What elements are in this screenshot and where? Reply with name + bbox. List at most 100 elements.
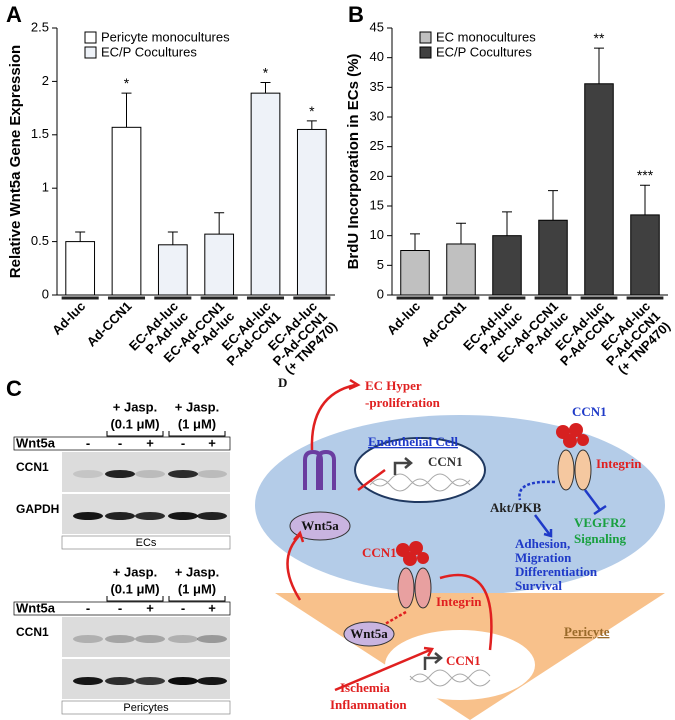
error-bar: [260, 81, 271, 94]
error-bar: [167, 231, 178, 245]
vegfr2-label: VEGFR2: [574, 515, 626, 530]
group-bracket: [106, 431, 164, 437]
treatment-group: (1 μM): [178, 416, 216, 431]
bar: [250, 92, 281, 296]
error-bar: [456, 222, 466, 244]
wnt5a-oval: [289, 511, 351, 541]
y-tick-label: 10: [370, 227, 384, 242]
band: [73, 470, 103, 478]
stimulus: Inflammation: [330, 697, 407, 712]
legend-swatch: [84, 31, 97, 44]
panel-label: B: [348, 2, 364, 27]
arrows-blue: [518, 480, 607, 538]
outcome: Survival: [515, 578, 562, 593]
frizzled-receptor: [303, 449, 336, 490]
band: [168, 470, 198, 478]
integrin: [574, 449, 592, 491]
band: [105, 470, 135, 478]
legend-swatch: [419, 31, 432, 44]
ec-hyper: EC Hyper: [365, 378, 422, 393]
group-bracket: [106, 596, 164, 602]
bar: [400, 250, 430, 296]
error-bar: [75, 231, 86, 242]
significance: **: [594, 30, 605, 46]
ccn1-label: CCN1: [572, 404, 607, 419]
integrin: [397, 567, 415, 609]
pericyte-label: Pericyte: [564, 624, 610, 639]
significance: *: [124, 75, 130, 91]
treatment-box: [13, 601, 231, 616]
promoter-arrow: [393, 457, 413, 475]
band: [135, 512, 165, 520]
treatment-label: Wnt5a: [16, 435, 56, 450]
arrows-red: [286, 378, 493, 692]
ccn1-label: CCN1: [362, 545, 397, 560]
y-tick-label: 1: [42, 180, 49, 195]
bar-chart: B BrdU Incorporation in ECs (%) 0 5 10 15 20 25…: [345, 2, 673, 377]
row-label: CCN1: [16, 460, 49, 474]
y-tick-label: 0.5: [31, 233, 49, 248]
integrin: [557, 449, 575, 491]
y-tick-label: 40: [370, 49, 384, 64]
dna: [409, 669, 491, 687]
legend-label: EC/P Cocultures: [436, 44, 532, 59]
outcome: Migration: [515, 550, 572, 565]
y-tick-label: 1.5: [31, 126, 49, 141]
blot: [62, 452, 230, 492]
significance: *: [263, 64, 269, 80]
panel-d: D EC Hyper -proliferation CCN1 Endotheli…: [255, 375, 665, 720]
treatment-group: (0.1 μM): [110, 581, 159, 596]
bar-chart: A Relative Wnt5a Gene Expression 0 0.5 1 1.5 2…: [6, 2, 340, 377]
panel-label: A: [6, 2, 22, 27]
error-bar: [214, 212, 225, 235]
bar: [538, 219, 568, 296]
y-axis-label: Relative Wnt5a Gene Expression: [7, 45, 24, 278]
y-tick-label: 2.5: [31, 19, 49, 34]
band: [168, 635, 198, 643]
band: [168, 677, 198, 685]
ec-hyper: -proliferation: [365, 395, 441, 410]
caption-box: [61, 535, 231, 550]
blot: [62, 617, 230, 657]
band: [168, 512, 198, 520]
band: [197, 677, 227, 685]
ccn1-gene: CCN1: [428, 454, 463, 469]
bar: [157, 244, 188, 296]
wnt5a-label: Wnt5a: [301, 518, 339, 533]
integrin-label: Integrin: [436, 594, 482, 609]
band: [197, 635, 227, 643]
band: [197, 470, 227, 478]
group-bracket: [168, 431, 226, 437]
bar: [111, 126, 142, 296]
lane-sign: -: [86, 600, 90, 615]
legend-label: EC/P Cocultures: [101, 44, 197, 59]
lane-sign: -: [118, 435, 122, 450]
error-bar: [640, 184, 650, 215]
treatment-group: + Jasp.: [113, 399, 157, 414]
panel-c: C + Jasp. (0.1 μM) + Jasp. (1 μM) Wnt5a - - + - + C…: [6, 376, 231, 715]
y-tick-label: 30: [370, 108, 384, 123]
ec-nucleus: [354, 437, 486, 503]
pericyte-nucleus: [385, 630, 535, 700]
band: [105, 677, 135, 685]
error-bar: [548, 190, 558, 221]
wnt5a-label: Wnt5a: [350, 626, 388, 641]
endothelial-cell-shape: [255, 415, 665, 595]
y-tick-label: 0: [377, 286, 384, 301]
panel-label: C: [6, 376, 22, 401]
dna: [369, 473, 471, 492]
significance: ***: [637, 167, 654, 183]
y-axis-label: BrdU Incorporation in ECs (%): [345, 54, 362, 270]
bar: [65, 241, 96, 296]
integrin: [414, 567, 432, 609]
wnt5a-oval: [343, 621, 395, 647]
panel-label: D: [278, 375, 287, 390]
lane-sign: -: [118, 600, 122, 615]
akt-label: Akt/PKB: [490, 500, 542, 515]
ccn1-protein: [396, 541, 429, 566]
integrin-label: Integrin: [596, 456, 642, 471]
band: [73, 635, 103, 643]
ccn1-protein: [556, 423, 589, 448]
legend-label: EC monocultures: [436, 29, 536, 44]
